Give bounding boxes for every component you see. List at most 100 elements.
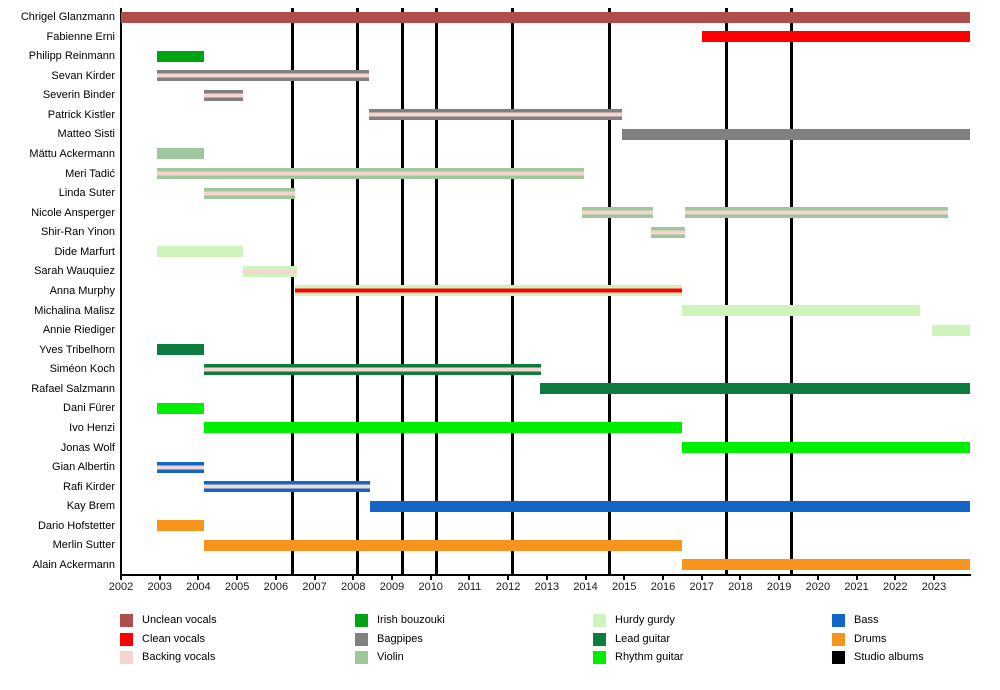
member-bar: [156, 246, 243, 258]
member-label: Ivo Henzi: [69, 421, 115, 434]
member-bar: [156, 168, 584, 180]
member-label: Rafi Kirder: [63, 480, 115, 493]
member-bar: [685, 207, 948, 219]
year-tick: [158, 575, 161, 580]
member-bar: [204, 481, 370, 493]
year-tick-label: 2013: [534, 581, 560, 593]
year-tick: [545, 575, 548, 580]
year-tick-label: 2018: [728, 581, 753, 593]
legend-swatch-hurdy-gurdy: [593, 613, 606, 627]
member-bar: [204, 539, 683, 551]
member-bar: [539, 383, 970, 395]
member-bar: [582, 207, 654, 219]
legend-swatch-studio-albums: [832, 650, 845, 664]
legend-label-rhythm-guitar: Rhythm guitar: [615, 651, 684, 663]
legend-label-hurdy-gurdy: Hurdy gurdy: [615, 614, 675, 626]
member-bar: [368, 109, 623, 121]
legend-label-studio-albums: Studio albums: [854, 651, 924, 663]
year-tick-label: 2008: [341, 581, 366, 593]
year-tick: [507, 575, 510, 580]
year-tick: [352, 575, 355, 580]
member-bar: [156, 344, 205, 356]
year-tick: [197, 575, 200, 580]
year-tick-label: 2005: [224, 581, 250, 593]
member-bar: [156, 461, 205, 473]
legend-label-bass: Bass: [854, 614, 879, 626]
album-line: [725, 8, 729, 575]
member-bar: [242, 265, 298, 277]
member-bar: [121, 11, 970, 23]
y-axis-line: [120, 8, 122, 575]
year-tick-label: 2007: [302, 581, 327, 593]
legend-swatch-violin: [355, 650, 368, 664]
member-label: Philipp Reinmann: [28, 50, 115, 63]
member-label: Jonas Wolf: [60, 441, 115, 454]
year-tick-label: 2002: [108, 581, 134, 593]
legend-swatch-bagpipes: [355, 632, 368, 646]
year-tick: [236, 575, 239, 580]
member-bar: [369, 500, 970, 512]
year-tick: [778, 575, 781, 580]
member-label: Anna Murphy: [49, 284, 115, 297]
member-bar: [204, 363, 542, 375]
year-tick-label: 2003: [147, 581, 172, 593]
member-label: Severin Binder: [42, 89, 115, 102]
member-label: Mättu Ackermann: [29, 147, 115, 160]
year-tick: [429, 575, 432, 580]
member-bar: [156, 50, 205, 62]
year-tick-label: 2021: [844, 581, 869, 593]
year-tick-label: 2006: [263, 581, 289, 593]
member-label: Patrick Kistler: [47, 108, 115, 121]
year-tick: [623, 575, 626, 580]
year-tick: [739, 575, 742, 580]
member-label: Nicole Ansperger: [31, 206, 115, 219]
year-tick-label: 2011: [457, 581, 482, 593]
member-bar: [156, 148, 205, 160]
legend-swatch-lead-guitar: [593, 632, 606, 646]
year-tick-label: 2009: [379, 581, 405, 593]
member-label: Michalina Malisz: [34, 304, 115, 317]
member-label: Meri Tadić: [65, 167, 115, 180]
member-bar: [682, 559, 970, 571]
member-label: Rafael Salzmann: [31, 382, 115, 395]
member-label: Merlin Sutter: [52, 539, 115, 552]
legend-label-clean-vocals: Clean vocals: [142, 633, 205, 645]
year-tick-label: 2014: [573, 581, 598, 593]
member-bar: [622, 128, 970, 140]
legend-label-unclean-vocals: Unclean vocals: [142, 614, 217, 626]
year-tick-label: 2010: [418, 581, 443, 593]
member-bar: [204, 187, 296, 199]
member-bar: [156, 70, 369, 82]
year-tick: [468, 575, 471, 580]
legend-swatch-unclean-vocals: [120, 613, 133, 627]
year-tick: [894, 575, 897, 580]
legend-swatch-bass: [832, 613, 845, 627]
member-label: Annie Riediger: [42, 324, 115, 337]
x-axis-line: [120, 574, 971, 576]
member-label: Gian Albertin: [52, 461, 115, 474]
member-bar: [701, 31, 970, 43]
legend-swatch-backing-vocals: [120, 650, 133, 664]
member-label: Siméon Koch: [49, 363, 115, 376]
year-tick-label: 2004: [186, 581, 211, 593]
legend-label-lead-guitar: Lead guitar: [615, 633, 671, 645]
year-tick-label: 2016: [650, 581, 676, 593]
year-tick: [661, 575, 664, 580]
year-tick-label: 2017: [689, 581, 714, 593]
member-bar: [682, 442, 970, 454]
member-label: Alain Ackermann: [32, 558, 115, 571]
year-tick-label: 2019: [766, 581, 792, 593]
member-bar: [295, 285, 683, 297]
year-tick-label: 2022: [883, 581, 908, 593]
member-bar: [204, 89, 243, 101]
year-tick-label: 2012: [495, 581, 521, 593]
legend-swatch-rhythm-guitar: [593, 650, 606, 664]
member-label: Sevan Kirder: [51, 69, 115, 82]
album-line: [790, 8, 794, 575]
member-label: Fabienne Erni: [46, 30, 116, 43]
member-label: Shir-Ran Yinon: [41, 226, 115, 239]
legend-label-bagpipes: Bagpipes: [377, 633, 423, 645]
member-bar: [156, 402, 205, 414]
year-tick-label: 2015: [612, 581, 637, 593]
